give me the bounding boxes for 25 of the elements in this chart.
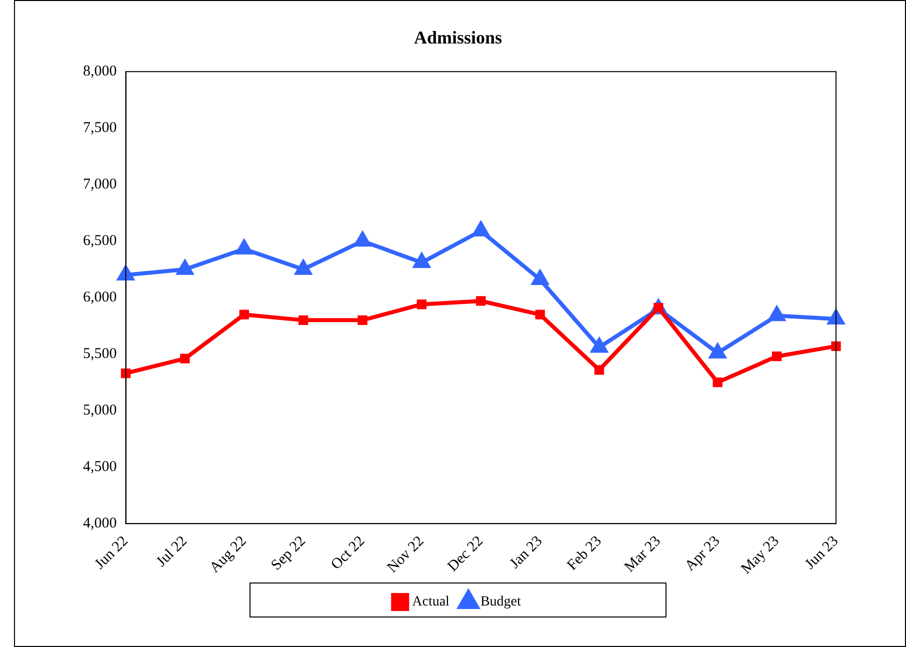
x-tick-label: Mar 23 [622,533,664,576]
y-tick-label: 7,500 [83,120,117,136]
y-tick-label: 8,000 [83,64,117,80]
x-tick-label: Jan 23 [506,533,546,572]
x-tick-label: Apr 23 [682,533,724,574]
y-tick-label: 5,000 [83,402,117,419]
y-tick-label: 6,000 [83,290,117,306]
x-tick-label: Sep 22 [268,533,309,574]
chart-title: Admissions [414,27,502,48]
x-tick-label: Nov 22 [384,533,428,576]
y-tick-label: 4,000 [83,516,117,532]
y-tick-label: 5,500 [83,346,117,362]
x-tick-label: Jun 23 [802,533,842,573]
legend-label: Actual [412,594,450,610]
x-tick-label: Dec 22 [444,533,486,575]
x-tick-label: Feb 23 [564,533,605,574]
legend-label: Budget [480,594,521,610]
y-tick-label: 6,500 [83,233,117,250]
y-tick-label: 7,000 [83,176,117,193]
y-tick-label: 4,500 [83,459,117,476]
x-tick-label: Aug 22 [206,533,250,576]
x-tick-label: Jul 22 [154,533,191,570]
x-tick-label: Oct 22 [328,533,368,574]
x-tick-label: May 23 [738,533,782,578]
x-tick-label: Jun 22 [92,533,132,573]
